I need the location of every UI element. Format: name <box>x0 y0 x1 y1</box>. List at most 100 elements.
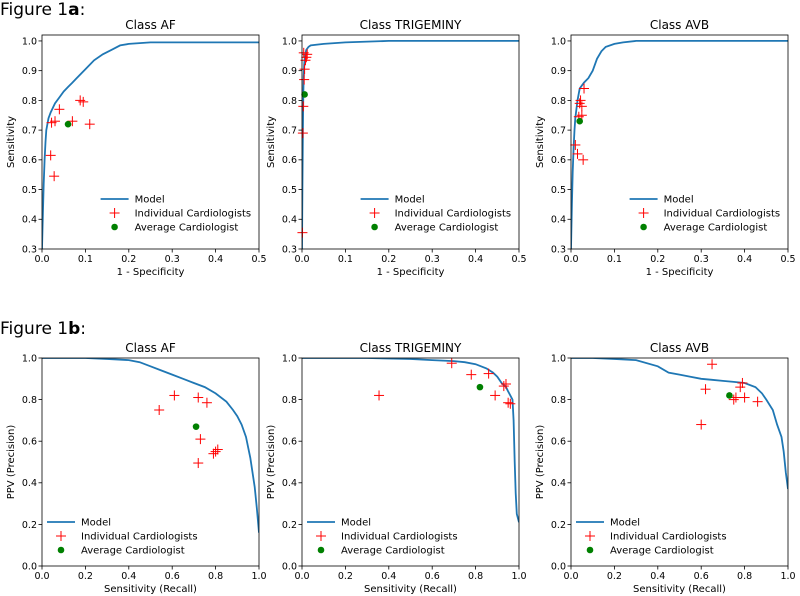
x-tick-label: 0.1 <box>78 254 93 265</box>
x-tick-label: 0.0 <box>34 571 49 582</box>
legend-entry: Average Cardiologist <box>135 223 239 234</box>
y-tick-label: 0.3 <box>282 244 297 255</box>
y-tick-label: 0.2 <box>282 520 297 531</box>
x-tick-label: 1.0 <box>780 571 795 582</box>
individual-cardiologist-marker <box>505 398 516 409</box>
individual-cardiologist-marker <box>576 101 587 112</box>
model-curve <box>302 358 519 523</box>
y-axis-label: Sensitivity <box>535 116 546 168</box>
x-tick-label: 0.0 <box>34 254 49 265</box>
y-axis-label: PPV (Precision) <box>266 425 277 500</box>
x-axis-label: Sensitivity (Recall) <box>633 584 726 595</box>
average-cardiologist-marker <box>476 383 484 391</box>
y-tick-label: 0.6 <box>282 155 297 166</box>
y-tick-label: 0.6 <box>551 155 566 166</box>
individual-cardiologist-marker <box>78 96 89 107</box>
chart-title: Class AVB <box>650 18 709 32</box>
x-tick-label: 1.0 <box>511 571 526 582</box>
x-tick-label: 0.4 <box>208 254 223 265</box>
y-tick-label: 0.0 <box>282 561 297 572</box>
average-cardiologist-marker <box>192 423 200 430</box>
legend-entry: Average Cardiologist <box>81 546 185 557</box>
legend-average-swatch <box>371 223 378 231</box>
individual-cardiologist-marker <box>299 74 310 85</box>
x-tick-label: 0.3 <box>425 254 440 265</box>
legend-entry: Individual Cardiologists <box>664 209 781 220</box>
y-tick-label: 0.3 <box>551 244 566 255</box>
y-tick-label: 0.6 <box>22 437 37 448</box>
figure-1b-label: Figure 1b: <box>0 319 86 339</box>
individual-cardiologist-marker <box>483 368 494 379</box>
individual-cardiologist-marker <box>297 128 308 139</box>
x-tick-label: 0.0 <box>294 571 309 582</box>
x-tick-label: 0.2 <box>381 254 396 265</box>
y-tick-label: 0.3 <box>22 244 37 255</box>
x-tick-label: 0.5 <box>511 254 526 265</box>
y-tick-label: 1.0 <box>551 36 566 47</box>
legend-entry: Average Cardiologist <box>664 223 768 234</box>
y-tick-label: 0.0 <box>22 561 37 572</box>
x-tick-label: 0.4 <box>381 571 396 582</box>
x-tick-label: 0.0 <box>563 571 578 582</box>
y-tick-label: 0.8 <box>282 96 297 107</box>
y-tick-label: 0.2 <box>22 520 37 531</box>
y-tick-label: 0.9 <box>22 66 37 77</box>
chart-panel: Class AVB 0.0 0.1 0.2 0.3 0.4 0.5 0.3 0.4 0.5 0.6 0… <box>535 18 796 278</box>
y-tick-label: 0.6 <box>282 437 297 448</box>
individual-cardiologist-marker <box>193 458 204 469</box>
individual-cardiologist-marker <box>572 148 583 159</box>
individual-cardiologist-marker <box>576 110 587 121</box>
axes-frame <box>41 357 260 567</box>
axes-frame <box>301 34 520 250</box>
chart-panel: Class AF 0.0 0.1 0.2 0.3 0.4 0.5 0.3 0.4 0.5 0.6 0.… <box>6 18 267 278</box>
x-tick-label: 0.1 <box>607 254 622 265</box>
y-tick-label: 0.2 <box>551 520 566 531</box>
y-axis-label: Sensitivity <box>266 116 277 168</box>
individual-cardiologist-marker <box>45 150 56 161</box>
legend-entry: Average Cardiologist <box>341 546 445 557</box>
average-cardiologist-marker <box>576 117 583 125</box>
individual-cardiologist-marker <box>210 446 221 457</box>
y-tick-label: 0.6 <box>22 155 37 166</box>
x-tick-label: 0.6 <box>425 571 440 582</box>
y-tick-label: 1.0 <box>22 36 37 47</box>
x-axis-label: Sensitivity (Recall) <box>104 584 197 595</box>
x-axis-label: 1 - Specificity <box>646 267 714 278</box>
chart-panel: Class AVB 0.0 0.2 0.4 0.6 0.8 1.0 0.0 0.2 0.4 0.6 0… <box>535 341 796 595</box>
y-tick-label: 0.4 <box>22 478 37 489</box>
legend-entry: Average Cardiologist <box>395 223 499 234</box>
x-tick-label: 0.0 <box>563 254 578 265</box>
individual-cardiologist-marker <box>498 381 509 392</box>
x-tick-label: 0.2 <box>650 254 665 265</box>
x-tick-label: 0.4 <box>650 571 665 582</box>
chart-title: Class AF <box>125 341 176 355</box>
y-tick-label: 0.5 <box>551 185 566 196</box>
legend: Model Individual Cardiologists Average Car… <box>576 518 727 557</box>
x-tick-label: 0.2 <box>78 571 93 582</box>
x-tick-label: 0.2 <box>338 571 353 582</box>
individual-cardiologist-marker <box>169 390 180 401</box>
x-tick-label: 1.0 <box>251 571 266 582</box>
individual-cardiologist-marker <box>730 392 741 403</box>
x-tick-label: 0.8 <box>208 571 223 582</box>
x-tick-label: 0.3 <box>694 254 709 265</box>
x-tick-label: 0.8 <box>737 571 752 582</box>
y-tick-label: 1.0 <box>22 353 37 364</box>
average-cardiologist-marker <box>726 392 733 399</box>
individual-cardiologist-marker <box>195 434 206 445</box>
individual-cardiologist-marker <box>297 227 308 238</box>
average-cardiologist-marker <box>301 91 308 98</box>
x-tick-label: 0.6 <box>694 571 709 582</box>
individual-cardiologist-marker <box>54 104 65 115</box>
individual-cardiologist-marker <box>466 369 477 380</box>
individual-cardiologist-marker <box>208 448 219 459</box>
x-tick-label: 0.4 <box>737 254 752 265</box>
legend-entry: Model <box>664 195 694 206</box>
y-tick-label: 0.7 <box>282 126 297 137</box>
individual-cardiologist-marker <box>752 396 763 407</box>
legend-entry: Individual Cardiologists <box>341 532 458 543</box>
legend-entry: Model <box>610 518 640 529</box>
chart-title: Class AF <box>125 18 176 32</box>
x-tick-label: 0.0 <box>294 254 309 265</box>
y-tick-label: 0.4 <box>22 215 37 226</box>
